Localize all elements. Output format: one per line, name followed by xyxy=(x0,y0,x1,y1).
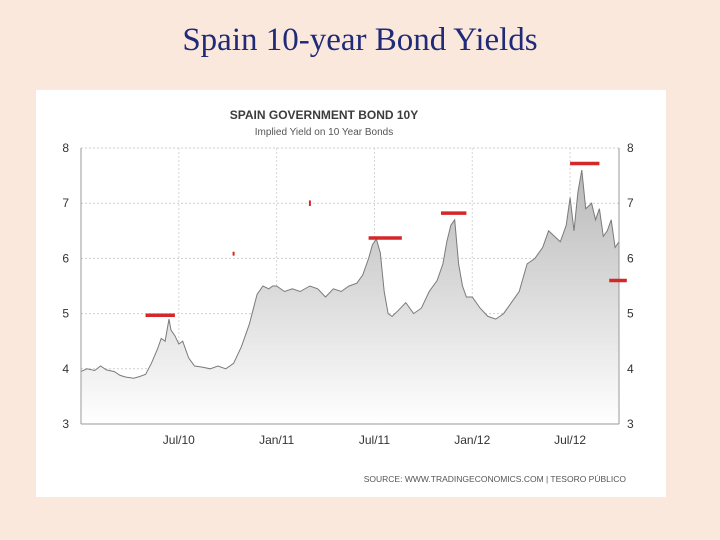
y-tick-label-right: 8 xyxy=(627,141,634,155)
y-tick-label-left: 4 xyxy=(62,362,69,376)
x-tick-label: Jan/11 xyxy=(259,433,294,447)
chart-source: SOURCE: WWW.TRADINGECONOMICS.COM | TESOR… xyxy=(364,474,627,484)
y-tick-label-left: 7 xyxy=(62,196,69,210)
y-tick-label-right: 7 xyxy=(627,196,634,210)
y-tick-label-left: 8 xyxy=(62,141,69,155)
y-tick-label-right: 6 xyxy=(627,251,634,265)
y-tick-label-left: 6 xyxy=(62,251,69,265)
y-tick-label-right: 3 xyxy=(627,417,634,431)
chart-panel: SPAIN GOVERNMENT BOND 10Y Implied Yield … xyxy=(36,90,666,497)
y-tick-label-right: 5 xyxy=(627,307,634,321)
yield-area xyxy=(81,170,619,424)
yield-line xyxy=(80,170,620,379)
x-tick-label: Jan/12 xyxy=(454,433,490,447)
chart-title: SPAIN GOVERNMENT BOND 10Y xyxy=(230,108,418,122)
y-tick-label-left: 5 xyxy=(62,307,69,321)
y-tick-label-left: 3 xyxy=(62,417,69,431)
x-tick-label: Jul/11 xyxy=(359,433,390,447)
x-tick-label: Jul/10 xyxy=(163,433,195,447)
bond-yield-chart: SPAIN GOVERNMENT BOND 10Y Implied Yield … xyxy=(62,108,634,484)
slide-title: Spain 10-year Bond Yields xyxy=(182,22,538,58)
x-tick-label: Jul/12 xyxy=(554,433,586,447)
y-tick-label-right: 4 xyxy=(627,362,634,376)
chart-subtitle: Implied Yield on 10 Year Bonds xyxy=(255,127,393,138)
